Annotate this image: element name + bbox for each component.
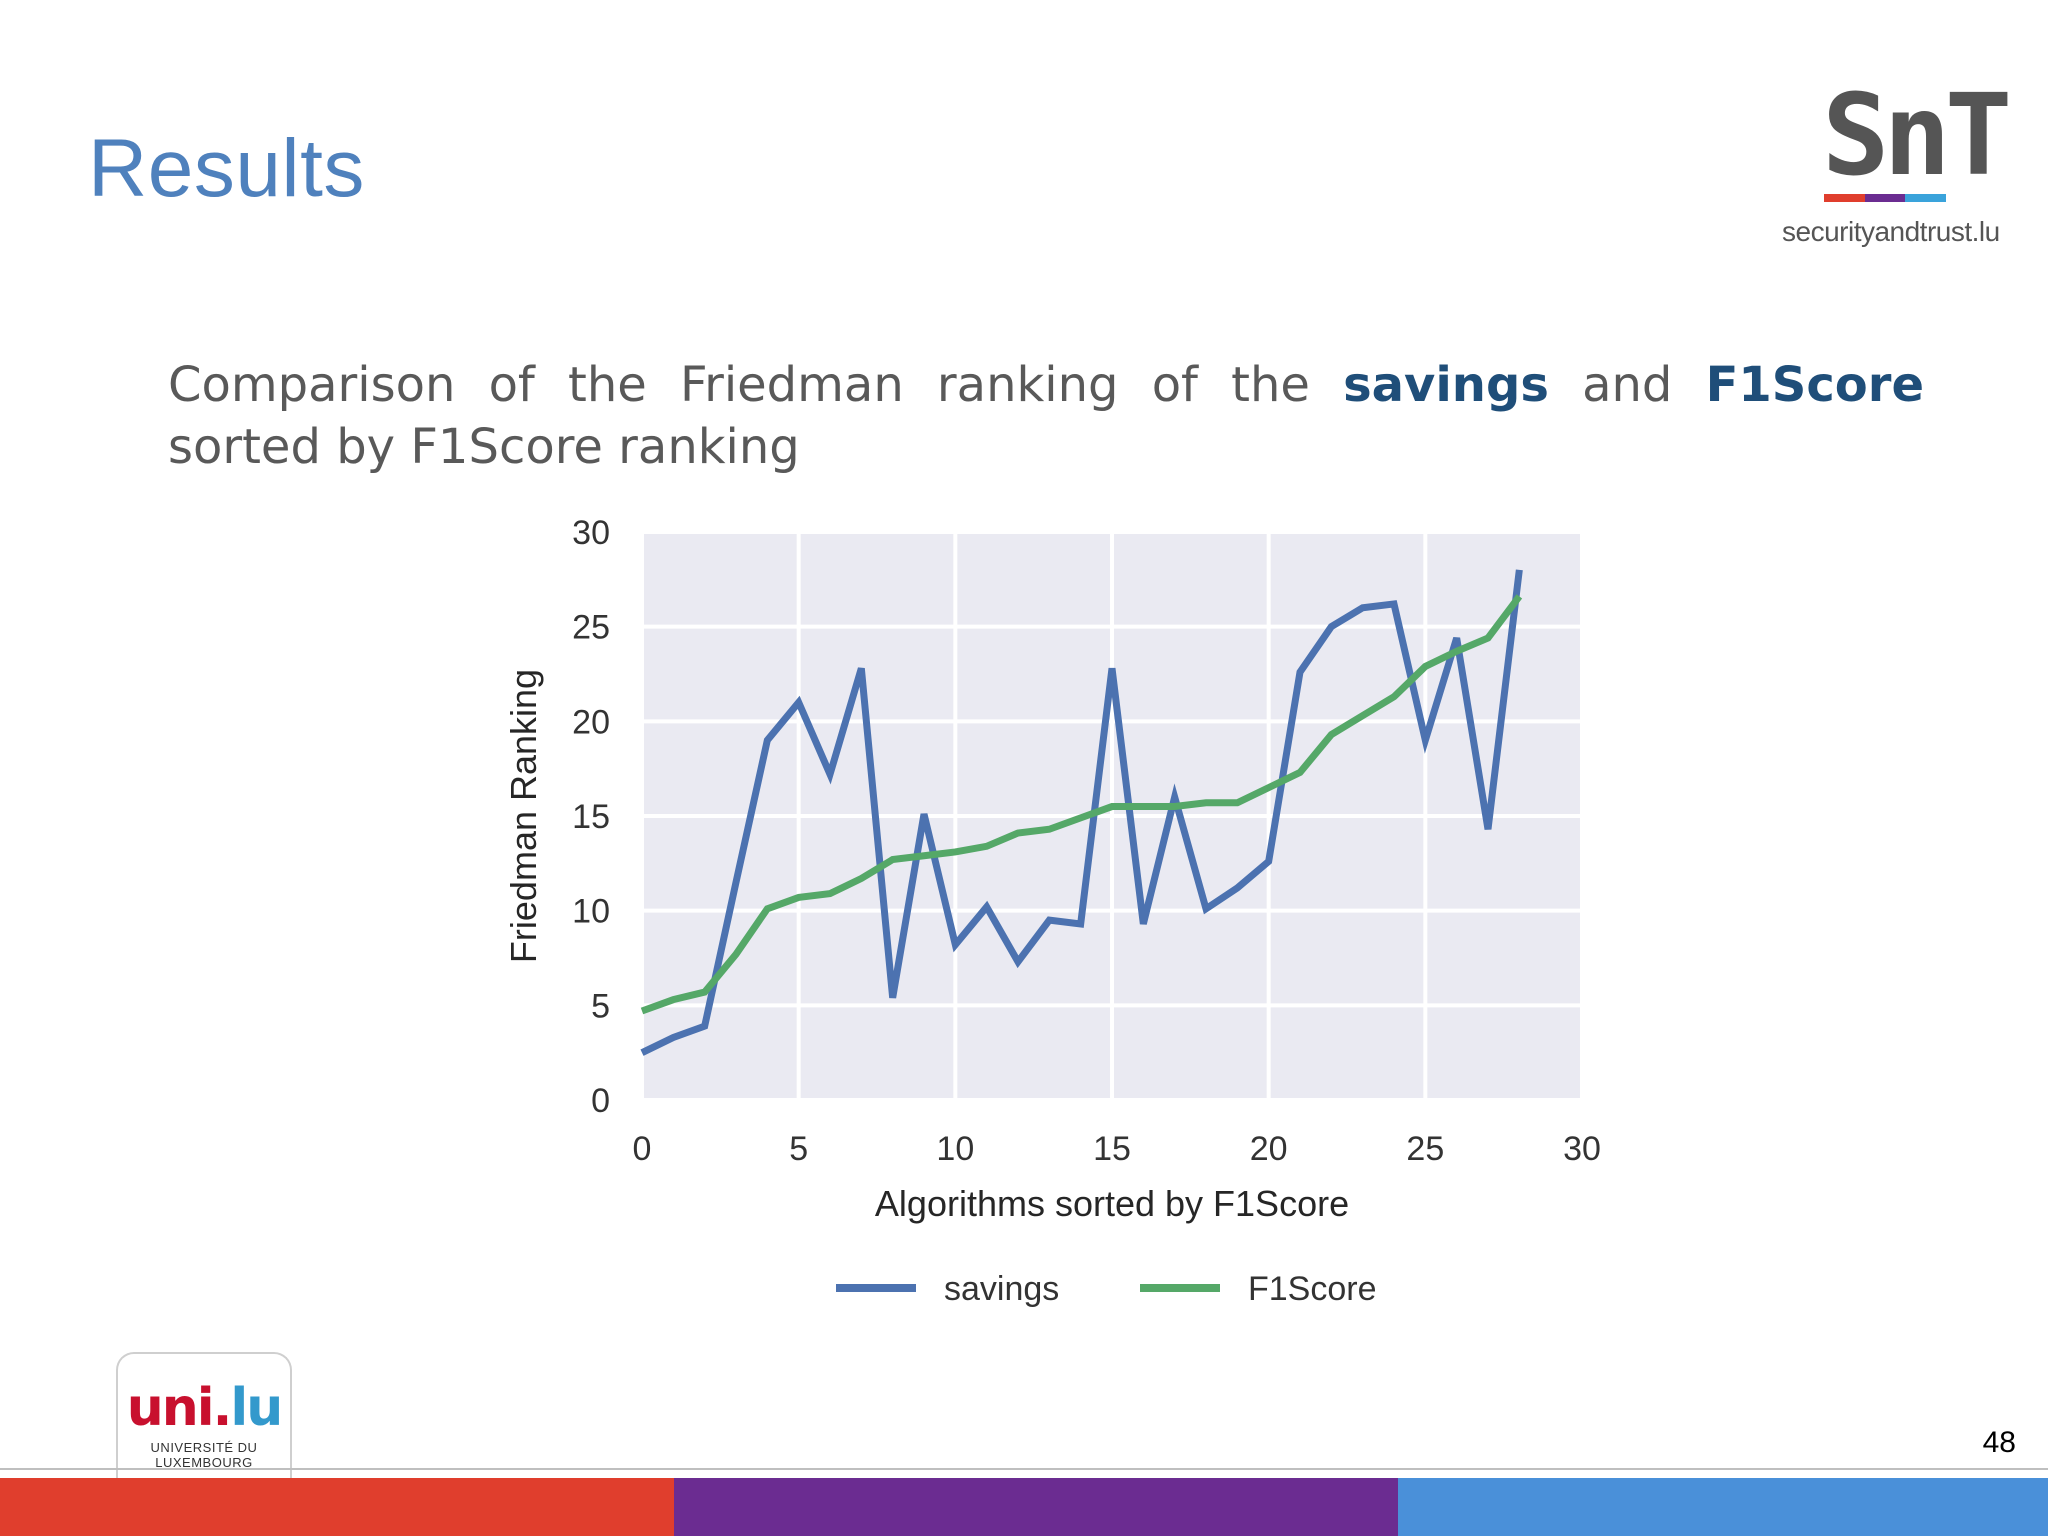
legend-label-f1score: F1Score bbox=[1248, 1270, 1377, 1308]
legend-label-savings: savings bbox=[944, 1270, 1059, 1308]
snt-logo-url: securityandtrust.lu bbox=[1782, 216, 2000, 247]
snt-bar-blue bbox=[1905, 194, 1947, 202]
uni-name-line2: LUXEMBOURG bbox=[155, 1455, 253, 1470]
series-lines bbox=[640, 569, 1523, 1056]
x-tick-label-0: 0 bbox=[633, 1130, 652, 1168]
footer-color-bar bbox=[0, 1478, 2048, 1536]
subtitle-text-3: sorted by F1Score ranking bbox=[168, 419, 800, 475]
page-number: 48 bbox=[1982, 1426, 2016, 1459]
y-tick-label-20: 20 bbox=[572, 703, 610, 741]
subtitle-text-1: Comparison of the Friedman ranking of th… bbox=[168, 357, 1344, 413]
x-tick-label-30: 30 bbox=[1563, 1130, 1601, 1168]
series-line-f1score bbox=[640, 594, 1523, 1015]
slide-subtitle: Comparison of the Friedman ranking of th… bbox=[168, 354, 1924, 478]
y-tick-label-25: 25 bbox=[572, 609, 610, 647]
x-tick-label-25: 25 bbox=[1406, 1130, 1444, 1168]
snt-bar-red bbox=[1824, 194, 1865, 202]
ranking-line-chart: 0 5 10 15 20 25 30 0 5 10 15 20 25 30 Algorithms sort… bbox=[503, 514, 1601, 1308]
university-logo: uni.lu UNIVERSITÉ DU LUXEMBOURG bbox=[116, 1352, 292, 1478]
snt-logo-color-bars bbox=[1824, 194, 1947, 202]
uni-mark-red: uni. bbox=[126, 1378, 233, 1438]
x-tick-label-10: 10 bbox=[936, 1130, 974, 1168]
y-tick-label-0: 0 bbox=[591, 1082, 610, 1120]
series-line-savings bbox=[640, 569, 1523, 1056]
y-tick-label-15: 15 bbox=[572, 798, 610, 836]
y-tick-label-30: 30 bbox=[572, 514, 610, 552]
y-axis-label: Friedman Ranking bbox=[503, 669, 544, 963]
subtitle-f1score: F1Score bbox=[1705, 357, 1924, 413]
uni-name-line1: UNIVERSITÉ DU bbox=[150, 1440, 258, 1455]
slide-title: Results bbox=[88, 123, 365, 214]
uni-mark-blue: lu bbox=[230, 1378, 283, 1438]
grid-lines bbox=[640, 530, 1584, 1102]
x-tick-label-5: 5 bbox=[789, 1130, 808, 1168]
x-tick-label-15: 15 bbox=[1093, 1130, 1131, 1168]
uni-logo-mark: uni.lu bbox=[118, 1382, 290, 1434]
subtitle-savings: savings bbox=[1343, 357, 1549, 413]
footer-bar-red bbox=[0, 1478, 674, 1536]
snt-bar-purple bbox=[1864, 194, 1906, 202]
y-tick-label-5: 5 bbox=[591, 987, 610, 1025]
snt-logo-letters: SnT bbox=[1822, 71, 2012, 201]
y-tick-label-10: 10 bbox=[572, 893, 610, 931]
footer-bar-purple bbox=[674, 1478, 1398, 1536]
uni-logo-name: UNIVERSITÉ DU LUXEMBOURG bbox=[118, 1440, 290, 1470]
chart-legend: savings F1Score bbox=[836, 1270, 1377, 1308]
x-axis-label: Algorithms sorted by F1Score bbox=[875, 1183, 1349, 1224]
footer-bar-blue bbox=[1398, 1478, 2048, 1536]
x-tick-label-20: 20 bbox=[1250, 1130, 1288, 1168]
footer-divider bbox=[0, 1468, 2048, 1470]
snt-logo: SnT securityandtrust.lu bbox=[1782, 80, 2012, 258]
subtitle-text-2: and bbox=[1548, 357, 1706, 413]
tick-labels: 0 5 10 15 20 25 30 0 5 10 15 20 25 30 bbox=[572, 514, 1601, 1168]
